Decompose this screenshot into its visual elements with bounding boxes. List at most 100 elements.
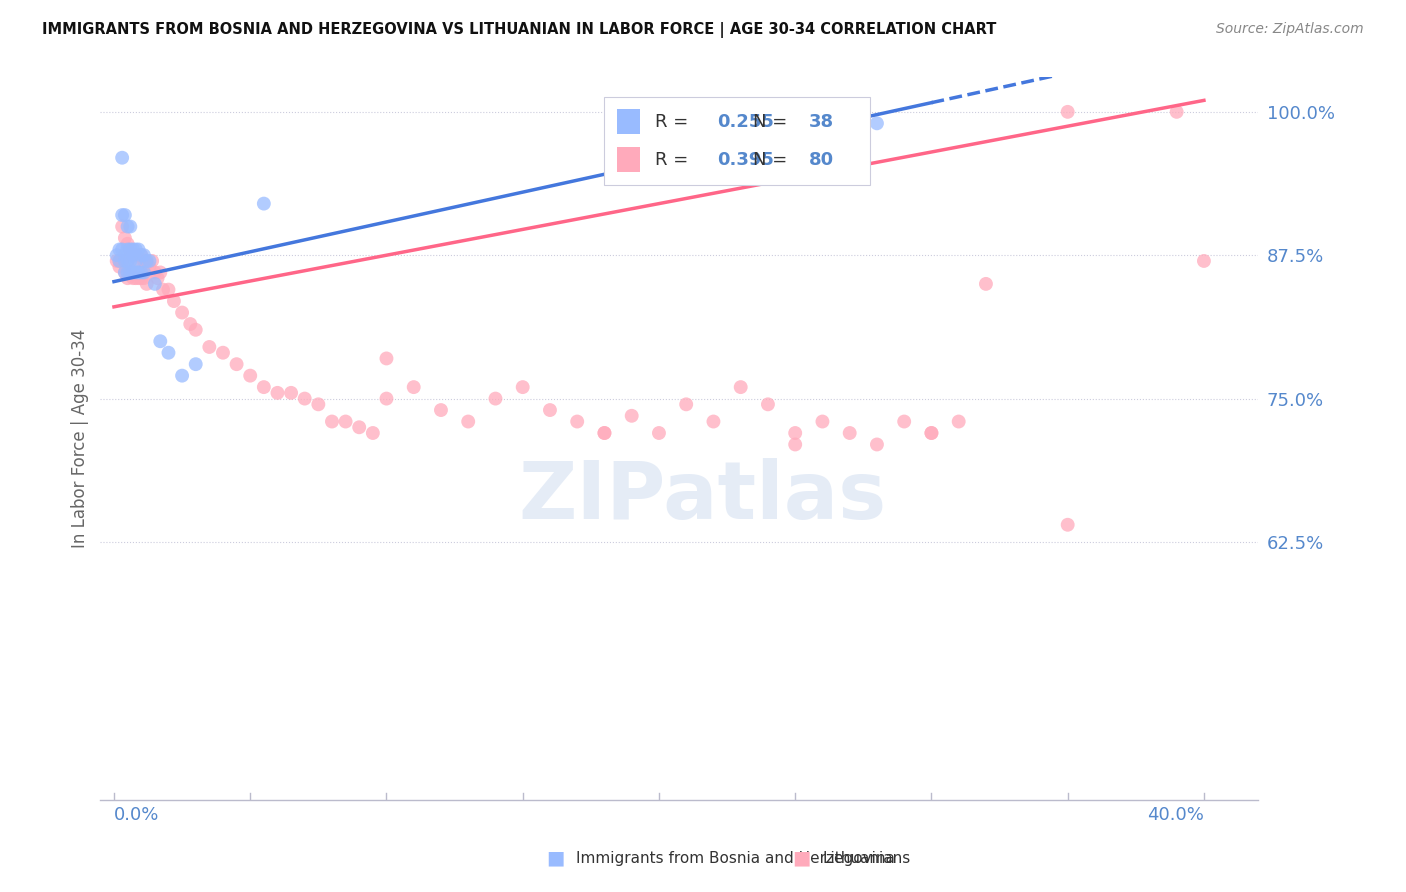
Point: [893, 415, 915, 429]
Point: [135, 256, 157, 270]
Point: [838, 425, 860, 440]
Y-axis label: In Labor Force | Age 30-34: In Labor Force | Age 30-34: [72, 329, 89, 549]
Point: [321, 415, 343, 429]
Point: [172, 305, 194, 319]
Point: [675, 397, 697, 411]
Point: [212, 345, 235, 359]
Point: [108, 254, 131, 268]
Point: [114, 265, 136, 279]
FancyBboxPatch shape: [617, 147, 640, 172]
Point: [567, 415, 589, 429]
Point: [920, 425, 942, 440]
Point: [811, 415, 834, 429]
Point: [756, 397, 779, 411]
Point: [1192, 254, 1215, 268]
Point: [141, 254, 163, 268]
Point: [538, 403, 561, 417]
Point: [172, 368, 194, 383]
Text: 80: 80: [808, 151, 834, 169]
Point: [128, 254, 150, 268]
Point: [866, 437, 889, 451]
Point: [120, 219, 142, 234]
Point: [457, 415, 479, 429]
Point: [307, 397, 329, 411]
Text: N =: N =: [752, 112, 793, 130]
Point: [184, 323, 207, 337]
Point: [129, 271, 152, 285]
Point: [117, 236, 139, 251]
Point: [122, 271, 145, 285]
Text: 0.255: 0.255: [717, 112, 773, 130]
FancyBboxPatch shape: [605, 97, 870, 185]
Point: [948, 415, 970, 429]
Point: [375, 392, 398, 406]
Point: [135, 254, 157, 268]
Point: [702, 415, 724, 429]
Point: [117, 254, 139, 268]
Point: [280, 385, 302, 400]
Point: [129, 248, 152, 262]
Point: [122, 248, 145, 262]
Point: [122, 265, 145, 279]
Point: [108, 254, 131, 268]
Point: [111, 151, 134, 165]
Point: [157, 283, 180, 297]
Point: [128, 265, 150, 279]
Point: [648, 425, 671, 440]
Point: [593, 425, 616, 440]
Point: [108, 243, 131, 257]
Point: [143, 277, 166, 291]
Point: [117, 243, 139, 257]
Point: [125, 248, 148, 262]
Point: [974, 277, 997, 291]
Point: [105, 254, 128, 268]
Point: [120, 243, 142, 257]
Point: [593, 425, 616, 440]
Point: [122, 243, 145, 257]
Point: [253, 380, 276, 394]
Text: Immigrants from Bosnia and Herzegovina: Immigrants from Bosnia and Herzegovina: [576, 851, 896, 865]
Point: [129, 265, 152, 279]
Text: ■: ■: [792, 848, 811, 868]
Point: [117, 254, 139, 268]
FancyBboxPatch shape: [617, 109, 640, 134]
Point: [152, 283, 174, 297]
Point: [361, 425, 384, 440]
Point: [347, 420, 370, 434]
Point: [111, 243, 134, 257]
Point: [266, 385, 288, 400]
Point: [335, 415, 357, 429]
Point: [129, 248, 152, 262]
Point: [111, 208, 134, 222]
Point: [132, 271, 155, 285]
Point: [120, 265, 142, 279]
Point: [149, 265, 172, 279]
Point: [114, 231, 136, 245]
Point: [117, 271, 139, 285]
Text: ■: ■: [546, 848, 565, 868]
Point: [402, 380, 425, 394]
Point: [120, 254, 142, 268]
Text: R =: R =: [655, 151, 695, 169]
Point: [108, 260, 131, 274]
Point: [125, 271, 148, 285]
Point: [125, 265, 148, 279]
Point: [163, 294, 186, 309]
Point: [253, 196, 276, 211]
Point: [430, 403, 453, 417]
Text: N =: N =: [752, 151, 793, 169]
Point: [114, 265, 136, 279]
Point: [1056, 517, 1078, 532]
Point: [1056, 104, 1078, 119]
Point: [111, 219, 134, 234]
Text: IMMIGRANTS FROM BOSNIA AND HERZEGOVINA VS LITHUANIAN IN LABOR FORCE | AGE 30-34 : IMMIGRANTS FROM BOSNIA AND HERZEGOVINA V…: [42, 22, 997, 38]
Point: [138, 254, 160, 268]
Point: [920, 425, 942, 440]
Point: [146, 271, 169, 285]
Point: [114, 248, 136, 262]
Point: [138, 260, 160, 274]
Text: 0.0%: 0.0%: [114, 805, 159, 824]
Point: [785, 437, 807, 451]
Point: [105, 248, 128, 262]
Point: [785, 425, 807, 440]
